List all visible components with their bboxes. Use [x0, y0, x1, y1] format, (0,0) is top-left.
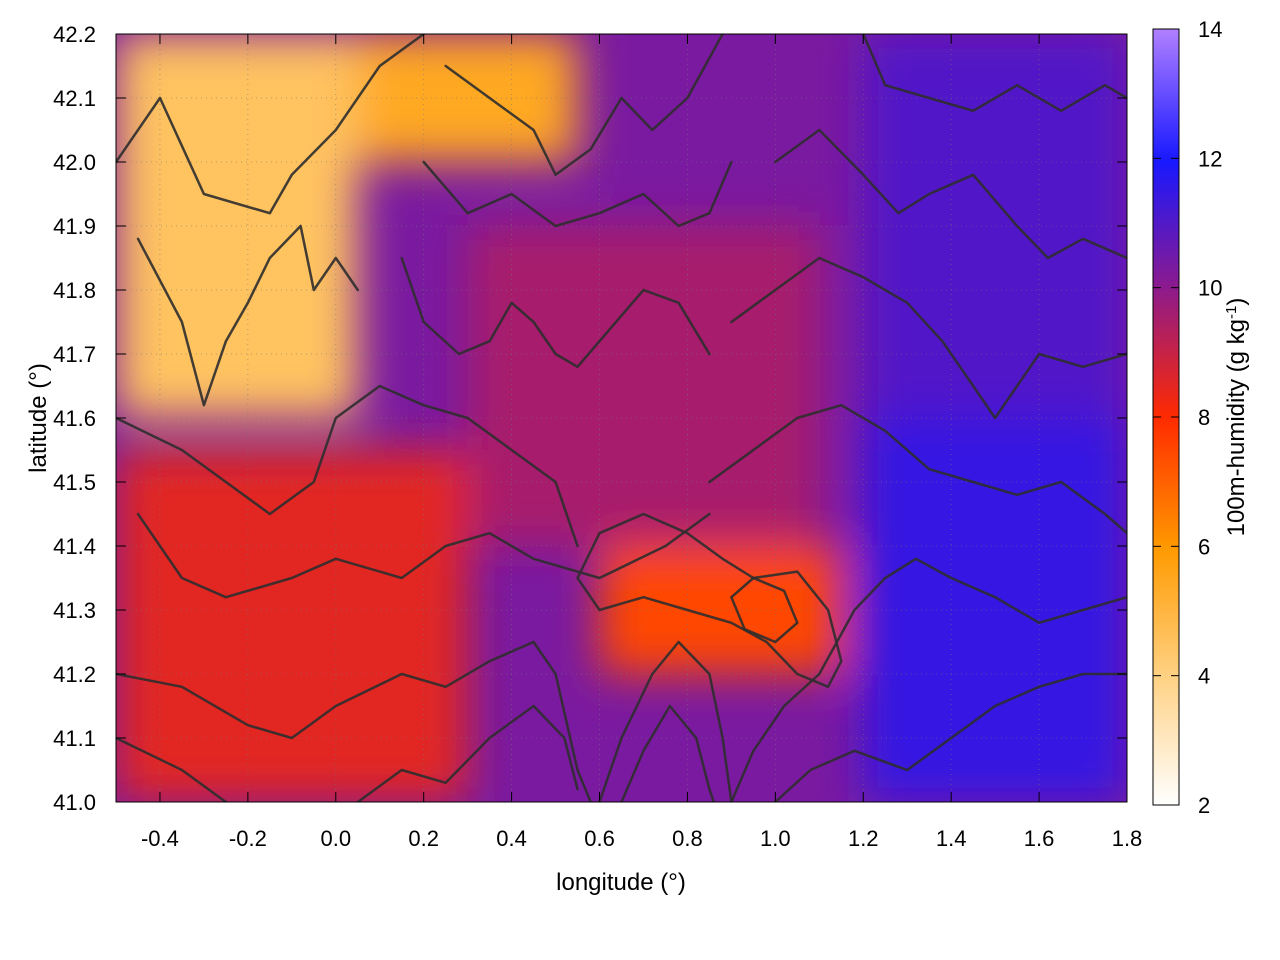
grid	[116, 34, 1127, 802]
x-tick-label: 0.8	[672, 826, 703, 851]
y-tick-label: 42.0	[53, 150, 96, 175]
colorbar-tick-label: 8	[1198, 405, 1210, 430]
colorbar-ticks: 2 4 6 8 10 12 14	[1153, 17, 1222, 818]
y-tick-label: 41.8	[53, 278, 96, 303]
y-tick-label: 41.4	[53, 534, 96, 559]
x-tick-label: 0.4	[496, 826, 527, 851]
contour-line	[422, 160, 733, 228]
contour-line	[116, 736, 228, 802]
contour-line	[862, 34, 1127, 113]
x-tick-label: 1.4	[936, 826, 967, 851]
colorbar-title-main: 100m-humidity (g kg	[1223, 319, 1250, 536]
x-axis: -0.4 -0.2 0.0 0.2 0.4 0.6 0.8 1.0 1.2 1.4 1.6 1.8	[141, 34, 1142, 851]
y-tick-label: 41.2	[53, 662, 96, 687]
humidity-field	[116, 34, 1127, 802]
y-axis: 41.0 41.1 41.2 41.3 41.4 41.5 41.6 41.7 41.8 41.9…	[53, 22, 1127, 815]
y-tick-label: 41.5	[53, 470, 96, 495]
x-tick-label: -0.2	[229, 826, 267, 851]
x-tick-label: 0.6	[584, 826, 615, 851]
colorbar-tick-label: 14	[1198, 17, 1222, 42]
colorbar-tick-label: 10	[1198, 276, 1222, 301]
field-region-south-central	[599, 546, 842, 674]
y-tick-label: 41.7	[53, 342, 96, 367]
x-tick-label: 1.2	[848, 826, 879, 851]
x-tick-label: 1.6	[1024, 826, 1055, 851]
colorbar-tick-label: 2	[1198, 793, 1210, 818]
contour-line	[116, 640, 592, 802]
field-region-north-dry	[357, 34, 578, 162]
contour-line	[730, 557, 1127, 802]
x-tick-label: 1.0	[760, 826, 791, 851]
colorbar-tick-label: 6	[1198, 534, 1210, 559]
plot-area	[116, 34, 1127, 802]
y-tick-label: 41.9	[53, 214, 96, 239]
contour-lines	[116, 34, 1127, 802]
contour-line	[400, 256, 711, 369]
y-tick-label: 42.2	[53, 22, 96, 47]
field-region-west-moist	[116, 450, 468, 802]
x-tick-label: 0.2	[408, 826, 439, 851]
contour-line	[620, 704, 716, 802]
y-axis-title: latitude (°)	[25, 363, 52, 473]
contour-line	[116, 384, 579, 548]
contour-line	[774, 128, 1127, 260]
x-axis-title: longitude (°)	[556, 869, 686, 896]
contour-line	[136, 224, 360, 407]
colorbar-tick-label: 12	[1198, 146, 1222, 171]
x-tick-label: 0.0	[320, 826, 351, 851]
contour-line	[730, 576, 799, 644]
y-tick-label: 41.6	[53, 406, 96, 431]
y-tick-label: 41.1	[53, 726, 96, 751]
contour-line	[730, 256, 1127, 420]
contour-line	[116, 34, 425, 215]
contour-line	[576, 512, 843, 689]
contour-line	[444, 34, 724, 177]
contour-line	[708, 403, 1127, 535]
contour-line	[356, 704, 579, 802]
contour-line	[598, 640, 733, 802]
colorbar-title: 100m-humidity (g kg-1)	[1223, 298, 1251, 537]
y-tick-label: 41.3	[53, 598, 96, 623]
colorbar: 2 4 6 8 10 12 14 100m-humidity (g kg-1)	[1152, 17, 1251, 818]
x-tick-label: -0.4	[141, 826, 179, 851]
colorbar-title-superscript: -1	[1223, 306, 1240, 319]
x-tick-label: 1.8	[1112, 826, 1143, 851]
y-tick-label: 41.0	[53, 790, 96, 815]
field-region-central	[467, 226, 820, 546]
contour-line	[136, 512, 711, 599]
colorbar-title-close: )	[1223, 298, 1250, 306]
y-tick-label: 42.1	[53, 86, 96, 111]
contour-line	[774, 672, 1127, 802]
colorbar-tick-label: 4	[1198, 664, 1210, 689]
